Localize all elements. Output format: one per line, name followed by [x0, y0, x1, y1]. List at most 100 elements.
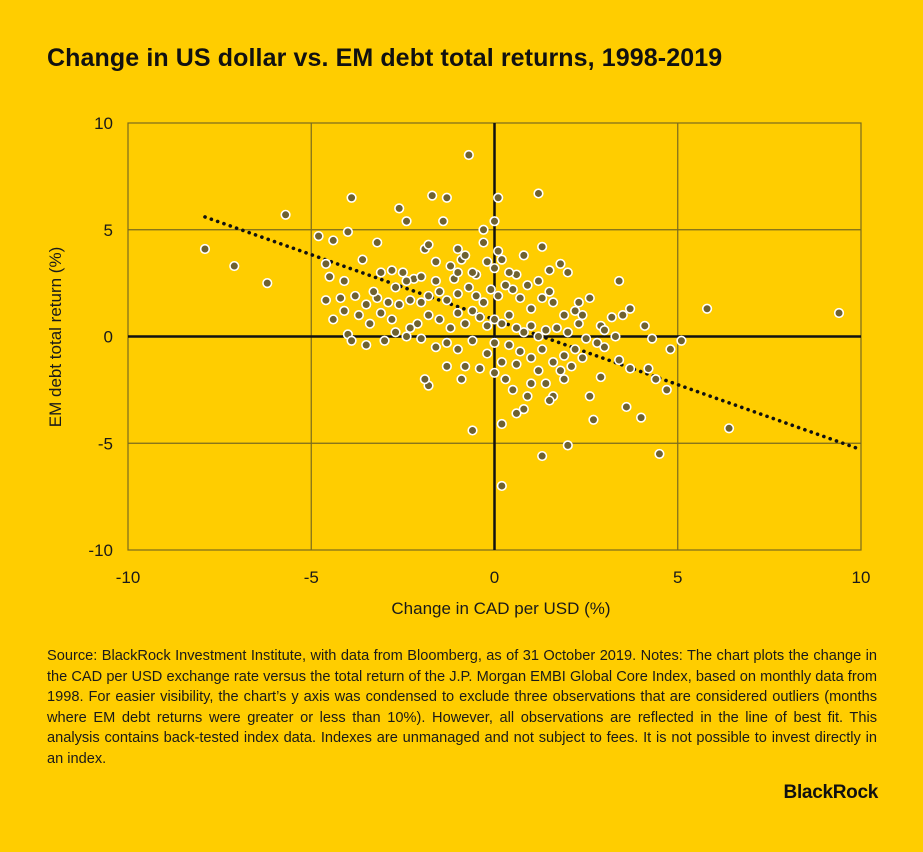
data-point [390, 282, 401, 293]
data-point [544, 286, 555, 297]
data-point [489, 216, 500, 227]
data-point [339, 275, 350, 287]
data-point [621, 401, 632, 413]
data-point [474, 312, 485, 323]
x-tick-label: -10 [116, 568, 141, 587]
data-point [537, 292, 548, 304]
data-point [562, 267, 573, 278]
data-point [570, 344, 581, 355]
data-point [533, 188, 544, 199]
data-point [526, 352, 537, 363]
data-point [625, 363, 636, 374]
trendline [203, 215, 863, 452]
data-point [485, 284, 496, 295]
chart-title: Change in US dollar vs. EM debt total re… [47, 44, 723, 72]
data-point [364, 318, 375, 329]
data-point [441, 192, 452, 203]
data-point [522, 391, 533, 402]
data-point [346, 192, 357, 203]
data-point [229, 260, 240, 272]
data-point [199, 243, 211, 255]
data-point [559, 310, 570, 321]
data-point [559, 374, 570, 385]
data-point [577, 352, 588, 363]
data-point [401, 331, 412, 342]
data-point [606, 312, 617, 323]
data-point [313, 231, 324, 242]
data-point [515, 346, 526, 357]
data-point [460, 361, 471, 372]
data-point [555, 258, 566, 270]
data-point [544, 265, 555, 276]
data-point [401, 275, 412, 287]
data-point [537, 450, 548, 462]
y-tick-label: 5 [104, 221, 113, 240]
data-point [833, 307, 845, 319]
data-point [361, 299, 372, 310]
data-point [504, 310, 515, 321]
data-point [379, 335, 390, 346]
data-point [533, 331, 544, 342]
data-point [430, 342, 441, 353]
grid [127, 122, 862, 551]
data-point [445, 260, 456, 272]
data-point [452, 243, 463, 255]
data-point [522, 280, 533, 291]
data-point [405, 295, 416, 306]
data-point [592, 337, 603, 349]
data-point [496, 318, 507, 329]
data-point [416, 297, 427, 308]
data-point [361, 339, 372, 351]
data-point [456, 374, 467, 385]
data-point [412, 318, 423, 329]
data-point [324, 271, 335, 282]
x-axis-label: Change in CAD per USD (%) [391, 599, 610, 618]
data-point [375, 267, 386, 278]
data-point [610, 331, 621, 342]
data-point [504, 339, 515, 351]
data-point [625, 303, 636, 314]
data-point [482, 320, 493, 331]
data-point [544, 395, 555, 406]
x-tick-label: 10 [852, 568, 871, 587]
data-point [566, 361, 577, 372]
data-point [357, 254, 368, 265]
data-point [441, 337, 452, 349]
data-point [493, 192, 504, 203]
blackrock-logo: BlackRock [783, 782, 879, 803]
data-point [452, 267, 463, 278]
data-point [526, 320, 537, 331]
data-point [511, 322, 522, 334]
data-point [584, 292, 595, 304]
data-point [496, 418, 507, 430]
data-point [493, 246, 504, 257]
data-point [562, 327, 573, 338]
data-point [467, 267, 478, 278]
data-point [537, 344, 548, 355]
data-point [445, 322, 456, 334]
data-points [199, 149, 845, 492]
data-point [394, 203, 405, 214]
data-point [423, 290, 434, 302]
data-point [383, 297, 394, 308]
data-point [452, 307, 463, 319]
data-point [441, 295, 452, 306]
data-point [328, 314, 339, 325]
data-point [441, 361, 452, 372]
data-point [507, 384, 518, 395]
data-point [614, 275, 625, 287]
data-point [471, 290, 482, 302]
data-point [467, 335, 478, 346]
data-point [493, 290, 504, 302]
data-point [496, 357, 507, 368]
data-point [467, 305, 478, 316]
data-point [573, 297, 584, 308]
data-point [635, 412, 647, 423]
data-point [665, 344, 676, 355]
data-point [581, 333, 592, 344]
y-tick-label: -5 [98, 434, 113, 453]
data-point [394, 299, 405, 310]
data-point [646, 333, 658, 344]
data-point [478, 297, 489, 308]
